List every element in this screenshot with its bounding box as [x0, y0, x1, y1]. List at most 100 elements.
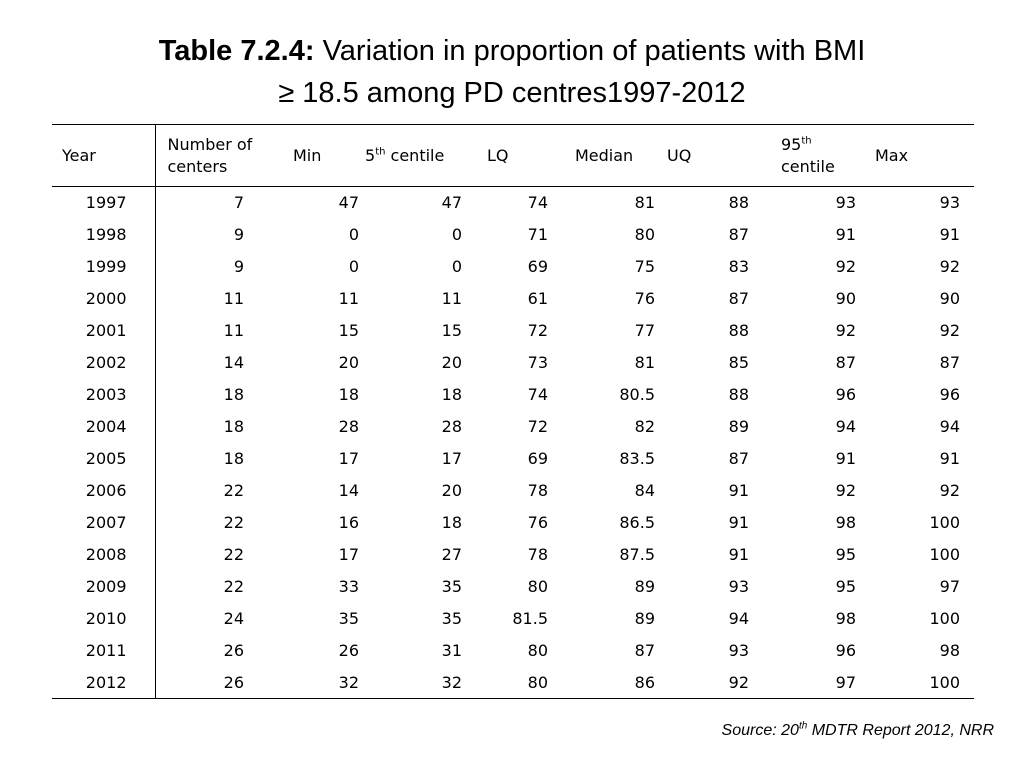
table-cell: 88 [728, 385, 749, 404]
source-note: Source: 20th MDTR Report 2012, NRR [721, 721, 994, 740]
table-cell: 87 [728, 289, 749, 308]
table-row: 2003 18 18 18 74 80.5 88 96 96 [52, 378, 974, 411]
table-cell: 87 [835, 353, 856, 372]
table-cell: 31 [441, 641, 462, 660]
table-cell: 76 [634, 289, 655, 308]
table-cell: 9 [233, 225, 244, 244]
cell-year: 2007 [52, 506, 156, 539]
table-cell: 28 [338, 417, 359, 436]
header-uq: UQ [667, 124, 769, 187]
table-cell: 9 [233, 257, 244, 276]
table-cell: 95 [835, 577, 856, 596]
table-cell: 32 [359, 666, 481, 699]
table-cell: 88 [728, 193, 749, 213]
table-cell: 81.5 [512, 609, 548, 628]
table-cell: 26 [155, 666, 287, 699]
header-centers: Number of centers [155, 124, 287, 187]
table-cell: 95 [835, 545, 856, 564]
table-cell: 11 [223, 289, 244, 308]
table-cell: 97 [769, 666, 871, 699]
table-row: 2011 26 26 31 80 87 93 96 98 [52, 634, 974, 667]
table-cell: 78 [527, 545, 548, 564]
table-cell: 90 [939, 289, 960, 308]
header-95th-superscript: th [801, 135, 812, 147]
table-cell: 72 [527, 417, 548, 436]
table-cell: 35 [338, 609, 359, 628]
table-cell: 91 [939, 449, 960, 468]
cell-year: 2009 [52, 570, 156, 603]
table-cell: 92 [835, 321, 856, 340]
table-cell: 76 [527, 513, 548, 532]
table-cell: 89 [634, 577, 655, 596]
table-cell: 91 [728, 481, 749, 500]
table-row: 2000 11 11 11 61 76 87 90 90 [52, 282, 974, 315]
table-cell: 94 [835, 417, 856, 436]
table-cell: 91 [728, 513, 749, 532]
table-cell: 78 [527, 481, 548, 500]
table-cell: 20 [441, 481, 462, 500]
table-cell: 0 [451, 257, 462, 276]
table-cell: 72 [527, 321, 548, 340]
table-cell: 97 [939, 577, 960, 596]
table-cell: 18 [441, 513, 462, 532]
table-cell: 26 [338, 641, 359, 660]
table-row: 1997 7 47 47 74 81 88 93 93 [52, 186, 974, 219]
header-5th-text: centile [385, 145, 445, 165]
table-cell: 80 [481, 666, 565, 699]
source-suffix: MDTR Report 2012, NRR [807, 722, 994, 739]
table-cell: 91 [728, 545, 749, 564]
title-text: Variation in proportion of patients with… [314, 35, 866, 67]
table-cell: 47 [338, 193, 359, 213]
table-cell: 11 [441, 289, 462, 308]
table-cell: 80 [527, 641, 548, 660]
table-cell: 87 [728, 449, 749, 468]
table-cell: 18 [223, 449, 244, 468]
table-cell: 94 [728, 609, 749, 628]
table-cell: 26 [223, 641, 244, 660]
table-cell: 80 [527, 577, 548, 596]
table-cell: 81 [634, 353, 655, 372]
table-cell: 0 [348, 257, 359, 276]
table-cell: 77 [634, 321, 655, 340]
table-cell: 28 [441, 417, 462, 436]
table-cell: 87 [728, 225, 749, 244]
table-cell: 83 [728, 257, 749, 276]
table-cell: 86.5 [619, 513, 655, 532]
header-95th-centile: 95th centile [769, 124, 871, 187]
table-row: 2008 22 17 27 78 87.5 91 95 100 [52, 538, 974, 571]
table-cell: 92 [939, 481, 960, 500]
cell-year: 2008 [52, 538, 156, 571]
cell-year: 2012 [52, 666, 156, 699]
table-row: 2012 26 32 32 80 86 92 97 100 [52, 666, 974, 699]
table-row: 2002 14 20 20 73 81 85 87 87 [52, 346, 974, 379]
table-cell: 88 [728, 321, 749, 340]
header-centers-line1: Number of [167, 134, 253, 154]
table-cell: 96 [939, 385, 960, 404]
table-cell: 92 [939, 321, 960, 340]
table-cell: 14 [223, 353, 244, 372]
table-cell: 87.5 [619, 545, 655, 564]
cell-year: 2003 [52, 378, 156, 411]
table-cell: 90 [835, 289, 856, 308]
table-cell: 100 [929, 609, 960, 628]
table-cell: 83.5 [619, 449, 655, 468]
cell-year: 2006 [52, 474, 156, 507]
source-prefix: Source: 20 [721, 722, 799, 739]
header-5th-number: 5 [365, 145, 376, 165]
table-cell: 93 [939, 193, 960, 213]
data-table: Year Number of centers Min 5th centile L… [52, 124, 974, 699]
table-cell: 0 [348, 225, 359, 244]
table-cell: 74 [527, 193, 548, 213]
table-cell: 11 [223, 321, 244, 340]
table-cell: 17 [441, 449, 462, 468]
table-cell: 98 [835, 609, 856, 628]
table-cell: 74 [527, 385, 548, 404]
table-cell: 91 [835, 449, 856, 468]
table-cell: 0 [451, 225, 462, 244]
table-cell: 69 [527, 449, 548, 468]
table-cell: 96 [835, 385, 856, 404]
table-row: 1999 9 0 0 69 75 83 92 92 [52, 250, 974, 283]
cell-year: 2000 [52, 282, 156, 315]
title-line-2: ≥ 18.5 among PD centres1997-2012 [278, 77, 746, 109]
table-cell: 92 [835, 257, 856, 276]
